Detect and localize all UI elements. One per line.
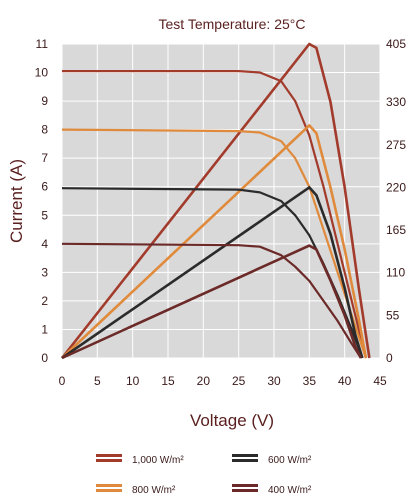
- chart-title: Test Temperature: 25°C: [159, 16, 306, 32]
- x-tick-6: 30: [267, 374, 281, 388]
- legend-swatch-1-lower: [96, 489, 122, 492]
- legend-swatch-3: [232, 484, 258, 487]
- y-left-tick-11: 11: [36, 37, 49, 51]
- y-left-tick-0: 0: [41, 351, 48, 365]
- gridlines: [61, 43, 381, 359]
- y-right-tick-1: 55: [386, 308, 400, 322]
- x-tick-7: 35: [303, 374, 317, 388]
- x-tick-8: 40: [338, 374, 352, 388]
- legend-swatch-3-lower: [232, 489, 258, 492]
- x-tick-2: 10: [126, 374, 140, 388]
- x-tick-9: 45: [373, 374, 387, 388]
- y-left-tick-5: 5: [41, 208, 48, 222]
- y-axis-label: Current (A): [7, 159, 26, 243]
- y-right-tick-0: 0: [386, 351, 393, 365]
- x-tick-4: 20: [197, 374, 211, 388]
- y-left-tick-8: 8: [41, 123, 48, 137]
- y-right-tick-4: 220: [386, 180, 406, 194]
- y-left-tick-2: 2: [41, 294, 48, 308]
- legend-label-2: 600 W/m²: [268, 455, 312, 466]
- legend-label-0: 1,000 W/m²: [132, 455, 184, 466]
- legend: 1,000 W/m² 800 W/m² 600 W/m² 400 W/m²: [96, 454, 312, 496]
- y-right-tick-7: 405: [386, 37, 406, 51]
- y-left-tick-3: 3: [41, 265, 48, 279]
- y-right-ticks: 0 55 110 165 220 275 330 405: [386, 37, 406, 365]
- legend-swatch-2: [232, 454, 258, 457]
- legend-swatch-0: [96, 454, 122, 457]
- legend-swatch-0-lower: [96, 459, 122, 462]
- x-ticks: 0 5 10 15 20 25 30 35 40 45: [59, 374, 387, 388]
- y-right-tick-3: 165: [386, 223, 406, 237]
- y-left-tick-4: 4: [41, 237, 48, 251]
- series-lines: [60, 42, 371, 360]
- series-2-power-line: [61, 186, 364, 360]
- x-axis-label: Voltage (V): [190, 411, 274, 430]
- x-tick-5: 25: [232, 374, 246, 388]
- y-left-ticks: 0 1 2 3 4 5 6 7 8 9 10 11: [35, 37, 49, 365]
- series-3-current-line: [61, 242, 362, 359]
- y-left-tick-6: 6: [41, 180, 48, 194]
- y-right-tick-6: 330: [386, 95, 406, 109]
- legend-swatch-2-lower: [232, 459, 258, 462]
- series-1-power-line: [61, 124, 368, 359]
- y-right-tick-5: 275: [386, 138, 406, 152]
- series-0-power-line: [60, 42, 371, 359]
- series-0-current-line: [62, 70, 367, 359]
- x-tick-0: 0: [59, 374, 66, 388]
- legend-swatch-1: [96, 484, 122, 487]
- y-left-tick-10: 10: [35, 66, 49, 80]
- y-left-tick-9: 9: [41, 94, 48, 108]
- x-tick-1: 5: [94, 374, 101, 388]
- y-left-tick-1: 1: [41, 322, 48, 336]
- x-tick-3: 15: [161, 374, 175, 388]
- y-left-tick-7: 7: [41, 151, 48, 165]
- legend-label-3: 400 W/m²: [268, 485, 312, 496]
- legend-label-1: 800 W/m²: [132, 485, 176, 496]
- y-right-tick-2: 110: [386, 266, 405, 280]
- series-3-power-line: [61, 244, 363, 360]
